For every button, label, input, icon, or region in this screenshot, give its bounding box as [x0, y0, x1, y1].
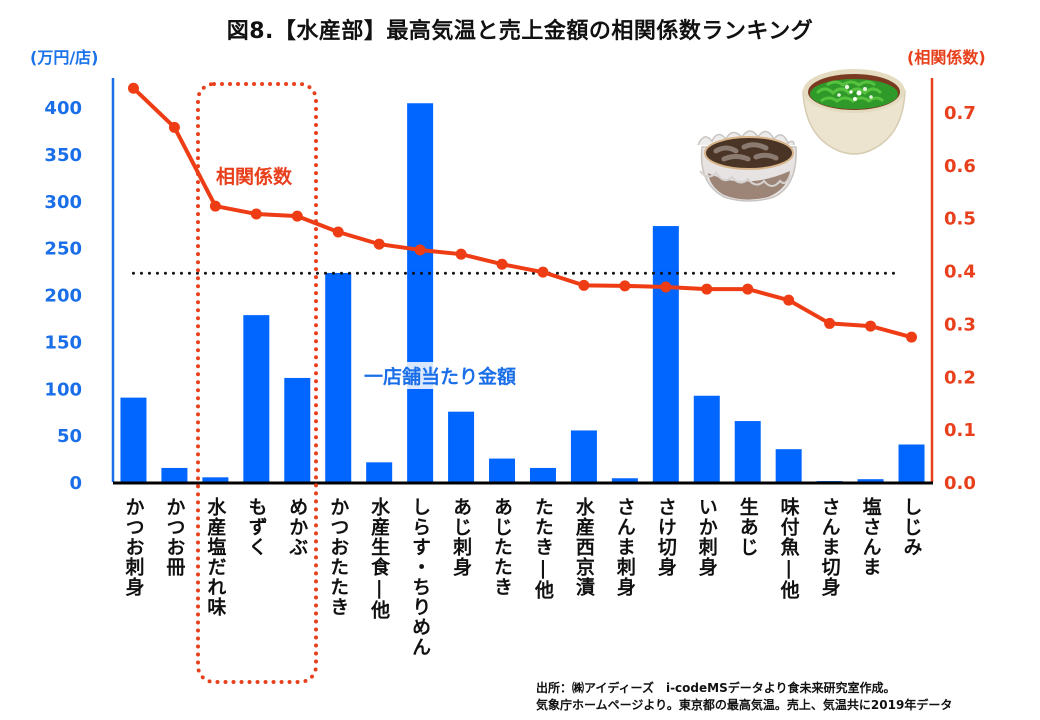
bar: [489, 458, 516, 482]
x-axis-category-label: さんま切身: [818, 497, 841, 597]
line-point: [496, 258, 508, 270]
x-axis-category-label: あじ刺身: [450, 497, 473, 577]
left-axis-tick-label: 50: [57, 426, 82, 447]
right-axis-tick-label: 0.7: [944, 103, 976, 124]
bar-series-label: 一店舗当たり金額: [362, 362, 519, 389]
line-point: [373, 238, 385, 250]
bar: [202, 477, 229, 482]
line-point: [865, 320, 877, 332]
bar: [734, 421, 761, 482]
x-axis-category-label: たたき|他: [531, 497, 554, 600]
line-point: [127, 82, 139, 94]
chart-title: 図8.【水産部】最高気温と売上金額の相関係数ランキング: [226, 19, 814, 44]
line-point: [619, 280, 631, 292]
right-axis-tick-label: 0.5: [944, 209, 976, 230]
left-axis-tick-label: 150: [44, 332, 82, 353]
x-axis-category-label: 水産西京漬: [572, 497, 595, 597]
line-point: [824, 317, 836, 329]
bar: [448, 411, 475, 482]
line-point: [783, 294, 795, 306]
line-point: [742, 283, 754, 295]
line-point: [332, 226, 344, 238]
line-point: [701, 283, 713, 295]
left-axis-tick-label: 0: [69, 473, 82, 494]
bar-series: [120, 103, 925, 482]
left-axis-tick-label: 250: [44, 239, 82, 260]
right-axis-tick-label: 0.1: [944, 420, 976, 441]
x-axis-category-label: かつおたたき: [327, 497, 350, 617]
bar: [857, 479, 884, 482]
line-point: [906, 331, 918, 343]
x-axis-category-label: 水産塩だれ味: [204, 497, 227, 617]
bar: [652, 226, 679, 482]
bar: [120, 397, 147, 482]
line-point: [168, 121, 180, 133]
line-point: [414, 244, 426, 256]
x-axis-category-label: さけ切身: [654, 497, 677, 577]
x-axis-category-label: かつお冊: [163, 497, 186, 577]
correlation-line-series: [127, 82, 918, 343]
x-axis-category-label: あじたたき: [491, 497, 514, 597]
left-axis-tick-label: 100: [44, 379, 82, 400]
source-line-2: 気象庁ホームページより。東京都の最高気温。売上、気温共に2019年データ: [536, 698, 953, 712]
line-point: [455, 248, 467, 260]
x-axis-category-label: しらす・ちりめん: [409, 497, 432, 657]
line-point: [291, 210, 303, 222]
left-axis-ticks: 0 50 100 150 200 250 300 350 400: [44, 98, 82, 494]
bar: [407, 103, 434, 482]
line-point: [209, 200, 221, 212]
line-point: [537, 266, 549, 278]
bar: [325, 272, 352, 482]
line-point: [250, 208, 262, 220]
x-axis-category-label: もずく: [245, 497, 268, 557]
right-axis-unit-label: (相関係数): [907, 48, 986, 67]
source-note: 出所：㈱アイディーズ i-codeMSデータより食未来研究室作成。 気象庁ホーム…: [536, 680, 952, 714]
x-axis-category-label: 味付魚|他: [777, 497, 800, 600]
x-axis-category-label: 塩さんま: [859, 497, 882, 577]
left-axis-unit-label: (万円/店): [30, 48, 99, 67]
bar: [161, 467, 188, 482]
x-axis-category-label: めかぶ: [286, 497, 309, 557]
left-axis-tick-label: 200: [44, 286, 82, 307]
left-axis-tick-label: 300: [44, 192, 82, 213]
right-axis-ticks: 0.0 0.1 0.2 0.3 0.4 0.5 0.6 0.7: [944, 103, 976, 494]
bar: [570, 430, 597, 482]
bar: [529, 467, 556, 482]
right-axis-tick-label: 0.0: [944, 473, 976, 494]
line-series-label: 相関係数: [216, 166, 293, 188]
x-axis-category-label: かつお刺身: [122, 497, 145, 597]
correlation-line: [132, 86, 913, 340]
x-axis-category-label: 生あじ: [736, 497, 759, 557]
right-axis-tick-label: 0.6: [944, 156, 976, 177]
right-axis-tick-label: 0.4: [944, 262, 976, 283]
source-line-1: 出所：㈱アイディーズ i-codeMSデータより食未来研究室作成。: [536, 681, 896, 695]
x-axis-category-label: 水産生食|他: [368, 497, 391, 620]
left-axis-tick-label: 350: [44, 145, 82, 166]
bar: [898, 444, 925, 482]
x-axis-category-label: いか刺身: [695, 497, 718, 577]
bar: [366, 462, 393, 482]
bar: [693, 395, 720, 482]
mozuku-bowl-icon: [697, 130, 797, 202]
bar: [284, 377, 311, 482]
x-axis-category-label: さんま刺身: [613, 497, 636, 597]
highlight-box: [196, 82, 318, 684]
right-axis-tick-label: 0.3: [944, 314, 976, 335]
line-point: [578, 279, 590, 291]
x-axis-category-label: しじみ: [900, 497, 923, 557]
axes: [111, 78, 934, 485]
bar: [243, 315, 270, 482]
right-axis-tick-label: 0.2: [944, 367, 976, 388]
line-point: [660, 281, 672, 293]
bar: [611, 478, 638, 482]
mekabu-bowl-icon: [802, 69, 906, 155]
left-axis-tick-label: 400: [44, 98, 82, 119]
bar: [775, 449, 802, 482]
